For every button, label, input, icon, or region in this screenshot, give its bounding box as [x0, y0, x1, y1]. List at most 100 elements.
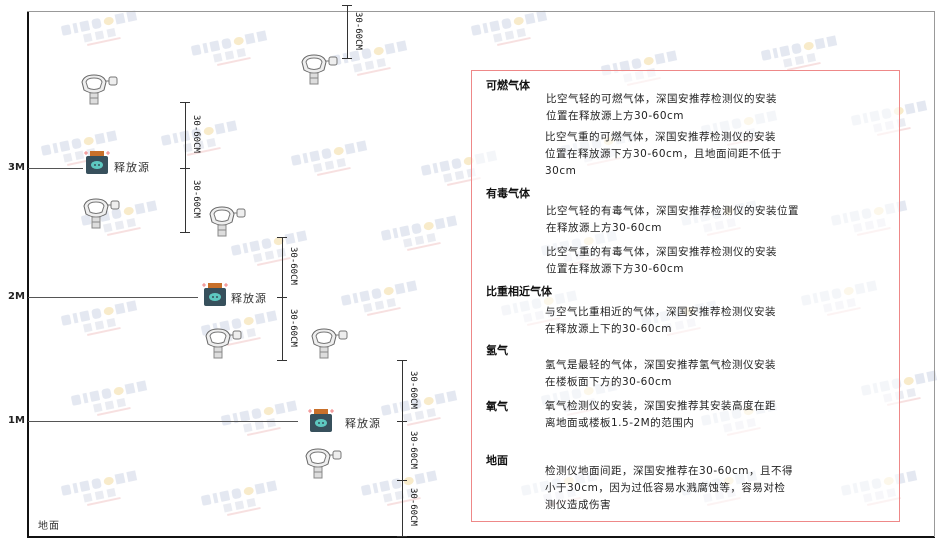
gas-source-icon — [308, 408, 334, 438]
source-label-1m: 释放源 — [345, 417, 381, 430]
dimension-label: 30-60CM — [288, 308, 298, 347]
watermark-logo — [340, 280, 420, 320]
floor-line — [27, 536, 935, 538]
dimension-tick — [277, 360, 287, 361]
dimension-tick — [277, 297, 287, 298]
oxygen-title: 氧气 — [486, 400, 508, 413]
gas-detector-icon — [80, 196, 124, 234]
level-3m-label: 3M — [8, 162, 25, 173]
gas-detector-icon — [206, 204, 250, 242]
dimension-tick — [277, 237, 287, 238]
similar-title: 比重相近气体 — [486, 285, 552, 298]
source-label-2m: 释放源 — [231, 292, 267, 305]
dimension-label: 30-60CM — [191, 180, 201, 218]
gas-detector-icon — [308, 326, 352, 364]
text-line: 位置在释放源上方30-60cm — [546, 110, 685, 122]
dimension-label: 30-60CM — [191, 115, 201, 153]
combustible-light-text: 比空气轻的可燃气体，深国安推荐检测仪的安装 位置在释放源上方30-60cm — [546, 91, 777, 125]
watermark-logo — [760, 35, 840, 75]
dimension-line — [402, 421, 403, 480]
text-line: 氢气是最轻的气体，深国安推荐氢气检测仪安装 — [545, 359, 776, 371]
ground-text: 检测仪地面间距，深国安推荐在30-60cm，且不得 小于30cm，因为过低容易水溅… — [545, 463, 793, 514]
text-line: 比空气轻的可燃气体，深国安推荐检测仪的安装 — [546, 93, 777, 105]
text-line: 离地面或楼板1.5-2M的范围内 — [545, 417, 695, 429]
oxygen-text: 氧气检测仪的安装，深国安推荐其安装高度在距 离地面或楼板1.5-2M的范围内 — [545, 398, 776, 432]
hydrogen-text: 氢气是最轻的气体，深国安推荐氢气检测仪安装 在楼板面下方的30-60cm — [545, 357, 776, 391]
toxic-light-text: 比空气轻的有毒气体，深国安推荐检测仪的安装位置 在释放源上方30-60cm — [546, 203, 799, 237]
dimension-tick — [397, 480, 407, 481]
text-line: 在释放源上方30-60cm — [546, 222, 663, 234]
ground-label: 地面 — [38, 521, 60, 532]
watermark-logo — [60, 300, 140, 340]
toxic-heavy-text: 比空气重的有毒气体，深国安推荐检测仪的安装 位置在释放源下方30-60cm — [546, 244, 777, 278]
hydrogen-title: 氢气 — [486, 344, 508, 357]
notes-panel — [471, 70, 900, 522]
text-line: 与空气比重相近的气体，深国安推荐检测仪安装 — [545, 306, 776, 318]
dimension-label: 30-60CM — [408, 430, 418, 469]
dimension-tick — [180, 232, 190, 233]
text-line: 在释放源上下的30-60cm — [545, 323, 673, 335]
dimension-line — [185, 102, 186, 168]
watermark-logo — [360, 470, 440, 510]
dimension-line — [282, 237, 283, 297]
toxic-title: 有毒气体 — [486, 187, 530, 200]
gas-detector-icon — [78, 72, 122, 110]
text-line: 氧气检测仪的安装，深国安推荐其安装高度在距 — [545, 400, 776, 412]
combustible-heavy-text: 比空气重的可燃气体，深国安推荐检测仪的安装 位置在释放源下方30-60cm，且地面… — [545, 129, 782, 180]
dimension-tick — [397, 536, 407, 537]
gas-source-icon — [84, 150, 110, 180]
watermark-logo — [200, 480, 280, 520]
text-line: 检测仪地面间距，深国安推荐在30-60cm，且不得 — [545, 465, 794, 477]
dimension-tick — [342, 58, 352, 59]
level-1m-label: 1M — [8, 415, 25, 426]
right-edge — [934, 11, 935, 537]
watermark-logo — [70, 380, 150, 420]
watermark-logo — [330, 40, 410, 80]
level-1m-line — [28, 421, 298, 422]
watermark-logo — [380, 390, 460, 430]
dimension-label: 30-60CM — [288, 247, 298, 285]
watermark-logo — [60, 470, 140, 510]
combustible-title: 可燃气体 — [486, 79, 530, 92]
dimension-tick — [397, 360, 407, 361]
watermark-logo — [60, 10, 140, 50]
text-line: 比空气轻的有毒气体，深国安推荐检测仪的安装位置 — [546, 205, 799, 217]
gas-detector-icon — [298, 52, 342, 90]
dimension-line — [185, 168, 186, 232]
text-line: 30cm — [545, 165, 577, 177]
watermark-logo — [380, 215, 460, 255]
dimension-line — [282, 297, 283, 360]
ceiling-line — [27, 11, 935, 12]
watermark-logo — [190, 30, 270, 70]
source-label-3m: 释放源 — [114, 161, 150, 174]
dimension-line — [402, 360, 403, 421]
dimension-label: 30-60CM — [408, 488, 418, 526]
text-line: 小于30cm，因为过低容易水溅腐蚀等，容易对检 — [545, 482, 786, 494]
text-line: 比空气重的可燃气体，深国安推荐检测仪的安装 — [545, 131, 776, 143]
level-3m-line — [28, 168, 83, 169]
text-line: 在楼板面下方的30-60cm — [545, 376, 673, 388]
text-line: 位置在释放源下方30-60cm，且地面间距不低于 — [545, 148, 783, 160]
level-2m-label: 2M — [8, 291, 25, 302]
watermark-logo — [470, 10, 550, 50]
watermark-logo — [290, 140, 370, 180]
similar-text: 与空气比重相近的气体，深国安推荐检测仪安装 在释放源上下的30-60cm — [545, 304, 776, 338]
dimension-tick — [342, 5, 352, 6]
text-line: 位置在释放源下方30-60cm — [546, 263, 685, 275]
dimension-tick — [397, 421, 407, 422]
dimension-tick — [180, 168, 190, 169]
level-2m-line — [28, 297, 198, 298]
dimension-line — [347, 5, 348, 58]
gas-source-icon — [202, 282, 228, 312]
text-line: 比空气重的有毒气体，深国安推荐检测仪的安装 — [546, 246, 777, 258]
gas-detector-icon — [302, 446, 346, 484]
wall-line — [27, 11, 29, 537]
text-line: 测仪造成伤害 — [545, 499, 611, 511]
dimension-line — [402, 480, 403, 536]
watermark-logo — [220, 400, 300, 440]
dimension-label: 30-60CM — [408, 370, 418, 409]
dimension-label: 30-60CM — [353, 11, 363, 50]
dimension-tick — [180, 102, 190, 103]
gas-detector-icon — [202, 326, 246, 364]
ground-title: 地面 — [486, 454, 508, 467]
